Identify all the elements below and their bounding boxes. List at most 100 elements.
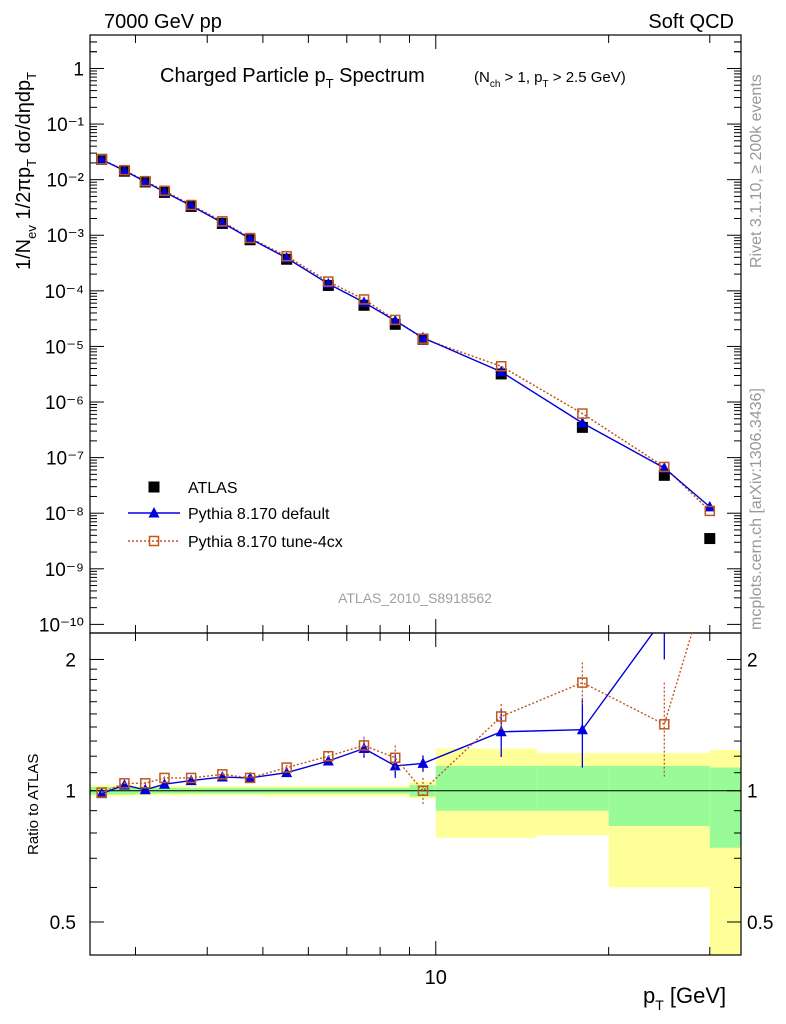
- uncertainty-band-inner: [435, 765, 537, 811]
- pythia-tune4cx-point: [495, 361, 507, 372]
- legend-tune4cx-marker: [148, 535, 160, 547]
- y-tick-label: 10⁻⁹: [45, 560, 84, 581]
- y-tick-label: 1: [73, 59, 84, 80]
- ratio-point: [577, 677, 588, 688]
- pythia-tune4cx-point: [96, 154, 107, 165]
- ratio-point: [118, 779, 130, 790]
- pythia-tune4cx-point: [659, 461, 670, 473]
- pythia-default-point: [417, 331, 429, 343]
- pythia-tune4cx-point: [389, 314, 401, 326]
- y-tick-label: 10⁻⁴: [45, 282, 84, 303]
- atlas-data-point: [658, 469, 670, 481]
- ratio-point: [244, 772, 256, 784]
- mcplots-label: mcplots.cern.ch [arXiv:1306.3436]: [748, 388, 765, 630]
- y-tick-label: 10⁻⁷: [46, 449, 84, 470]
- ratio-point: [417, 785, 429, 796]
- legend: ATLAS Pythia 8.170 default Pythia 8.170 tu…: [128, 480, 343, 551]
- pythia-tune4cx-point: [244, 232, 256, 244]
- y-tick-label: 10⁻²: [47, 171, 85, 192]
- ratio-y-axis-label: Ratio to ATLAS: [25, 754, 42, 855]
- uncertainty-band-inner: [709, 767, 741, 848]
- top-panel: 10⁻¹⁰ 10⁻⁹ 10⁻⁸ 10⁻⁷ 10⁻⁶ 10⁻⁵ 10⁻⁴ 10⁻³ 10⁻² 10⁻…: [39, 34, 742, 636]
- legend-label: Pythia 8.170 default: [188, 506, 330, 523]
- y-tick-label: 10⁻⁸: [45, 504, 84, 525]
- legend-atlas-marker: [148, 481, 160, 493]
- pythia-tune4cx-point: [185, 199, 197, 211]
- ratio-point: [495, 711, 507, 722]
- y-tick-label: 10⁻⁵: [45, 337, 84, 358]
- legend-label: Pythia 8.170 tune-4cx: [188, 534, 343, 551]
- header-left: 7000 GeV pp: [104, 11, 222, 33]
- ratio-point: [659, 611, 670, 622]
- ratio-point: [217, 769, 228, 780]
- pythia-tune4cx-point: [577, 408, 588, 419]
- pythia-tune4cx-point: [358, 294, 370, 305]
- uncertainty-band-inner: [608, 765, 710, 827]
- y-tick-label: 10⁻¹: [47, 115, 85, 136]
- ratio-series-line: [101, 633, 654, 795]
- ratio-point: [358, 740, 370, 751]
- chart-title: Charged Particle pT Spectrum: [160, 65, 425, 91]
- pythia-tune4cx-point: [140, 175, 151, 187]
- ratio-y-tick-label: 2: [65, 650, 76, 671]
- uncertainty-band-inner: [536, 765, 609, 811]
- pythia-tune4cx-point: [704, 505, 716, 517]
- ratio-point: [705, 569, 714, 578]
- atlas-data-point: [704, 533, 716, 545]
- pythia-tune4cx-point: [323, 276, 334, 287]
- pythia-default-point: [158, 185, 170, 197]
- chart-subtitle: (Nch > 1, pT > 2.5 GeV): [474, 69, 626, 90]
- ratio-y-tick-label: 1: [65, 782, 76, 803]
- pythia-default-point: [389, 314, 401, 326]
- pythia-default-point: [118, 164, 130, 176]
- ratio-point: [119, 778, 130, 789]
- ratio-point: [389, 759, 401, 771]
- y-tick-label: 10⁻⁶: [45, 393, 84, 414]
- ratio-point: [185, 772, 197, 784]
- pythia-default-point: [658, 462, 670, 473]
- ratio-series-group: [96, 569, 714, 805]
- x-tick-label: 10: [425, 967, 447, 989]
- ratio-panel: 10 0.5 0.5 1 1 2 2: [50, 569, 773, 989]
- series-line: [101, 158, 711, 512]
- pythia-tune4cx-point: [281, 250, 292, 262]
- ratio-y-tick-label: 0.5: [747, 913, 773, 934]
- ratio-point: [417, 757, 429, 768]
- watermark: ATLAS_2010_S8918562: [338, 590, 492, 606]
- series-line: [101, 159, 711, 508]
- ratio-point: [576, 723, 588, 735]
- ratio-point: [139, 783, 151, 795]
- y-tick-label: 10⁻¹⁰: [39, 615, 84, 636]
- header-right: Soft QCD: [648, 11, 734, 33]
- ratio-point: [659, 719, 670, 730]
- ratio-point: [389, 752, 401, 764]
- ratio-point: [96, 787, 107, 798]
- ratio-y-tick-label: 1: [747, 782, 758, 803]
- pythia-default-point: [576, 416, 588, 428]
- ratio-point: [281, 762, 292, 773]
- ratio-point: [140, 778, 151, 789]
- ratio-point: [323, 750, 334, 762]
- rivet-version-label: Rivet 3.1.10, ≥ 200k events: [748, 74, 765, 268]
- x-axis-label: pT [GeV]: [643, 983, 726, 1013]
- ratio-y-tick-label: 0.5: [50, 913, 76, 934]
- pythia-default-point: [185, 199, 197, 211]
- legend-default-marker: [148, 507, 160, 518]
- pythia-default-point: [139, 175, 151, 187]
- ratio-y-tick-label: 2: [747, 650, 758, 671]
- pythia-tune4cx-point: [119, 164, 130, 176]
- ratio-point: [495, 725, 507, 737]
- legend-label: ATLAS: [188, 480, 238, 497]
- pythia-tune4cx-point: [159, 185, 170, 197]
- pythia-tune4cx-point: [417, 333, 429, 344]
- ratio-point: [159, 772, 170, 784]
- pythia-default-point: [281, 251, 293, 263]
- pythia-default-point: [216, 216, 228, 228]
- pythia-default-point: [244, 232, 256, 244]
- ratio-frame: [89, 632, 742, 956]
- top-y-axis-label: 1/Nev 1/2πpT dσ/dηdpT: [13, 72, 39, 270]
- ratio-point: [158, 778, 170, 789]
- pythia-tune4cx-point: [217, 216, 228, 227]
- y-tick-label: 10⁻³: [47, 226, 85, 247]
